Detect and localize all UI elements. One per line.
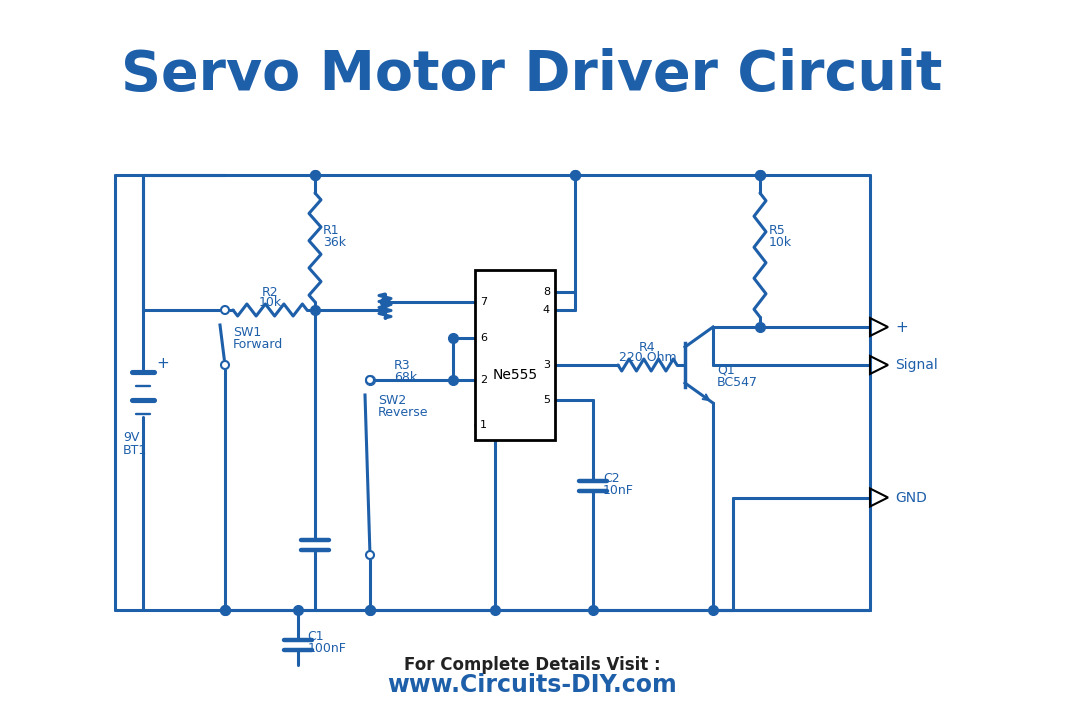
- Text: R4: R4: [639, 341, 656, 354]
- Text: Servo Motor Driver Circuit: Servo Motor Driver Circuit: [121, 48, 943, 102]
- Text: 10k: 10k: [259, 295, 281, 308]
- Text: R1: R1: [323, 223, 340, 236]
- Text: 100nF: 100nF: [308, 642, 346, 655]
- Text: 7: 7: [480, 297, 487, 307]
- Text: 36k: 36k: [323, 235, 346, 248]
- Circle shape: [222, 361, 229, 369]
- Text: 5: 5: [543, 395, 550, 405]
- Text: R2: R2: [262, 286, 278, 299]
- Text: For Complete Details Visit :: For Complete Details Visit :: [404, 656, 660, 674]
- Text: +: +: [155, 356, 168, 371]
- Text: 220 Ohm: 220 Ohm: [619, 351, 676, 364]
- Text: +: +: [895, 320, 907, 335]
- Text: SW1: SW1: [233, 325, 261, 338]
- Text: Forward: Forward: [233, 338, 283, 351]
- Text: BT1: BT1: [122, 444, 147, 457]
- Text: 2: 2: [480, 375, 487, 385]
- Text: 9V: 9V: [122, 431, 140, 444]
- Text: www.Circuits-DIY.com: www.Circuits-DIY.com: [387, 673, 677, 697]
- Text: SW2: SW2: [378, 394, 406, 407]
- Text: BC547: BC547: [717, 376, 758, 389]
- Text: 6: 6: [480, 333, 487, 343]
- Circle shape: [222, 306, 229, 314]
- Text: C1: C1: [308, 631, 324, 644]
- Circle shape: [366, 376, 374, 384]
- Circle shape: [366, 551, 374, 559]
- Text: 10k: 10k: [769, 235, 792, 248]
- Text: 8: 8: [543, 287, 550, 297]
- Bar: [475, 270, 555, 440]
- Text: GND: GND: [895, 490, 927, 505]
- Text: Signal: Signal: [895, 358, 938, 372]
- Text: Q1: Q1: [717, 364, 735, 377]
- Text: 3: 3: [543, 360, 550, 370]
- Text: Ne555: Ne555: [492, 369, 538, 382]
- Text: 1: 1: [480, 420, 487, 430]
- Text: R5: R5: [769, 223, 786, 236]
- Text: R3: R3: [394, 359, 411, 372]
- Text: 68k: 68k: [394, 371, 417, 384]
- Text: 4: 4: [543, 305, 550, 315]
- Text: Reverse: Reverse: [378, 405, 428, 418]
- Text: 10nF: 10nF: [603, 484, 634, 497]
- Text: C2: C2: [603, 472, 620, 485]
